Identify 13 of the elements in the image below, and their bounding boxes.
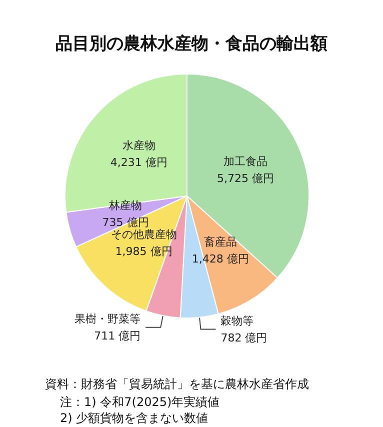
slice-label: 畜産品 [204,236,237,249]
data-label: 782 億円 [220,331,268,344]
text: 注：1) 令和7(2025)年実績値 2) 少額貨物を含まない数値 [60,395,220,425]
slice-label: 水産物 [122,138,156,152]
chart-title: 品目別の農林水産物・食品の輸出額 [56,34,328,54]
slice-label: 果樹・野菜等 [74,312,141,326]
data-label: 711 億円 [94,329,141,342]
slice-label: 加工食品 [224,155,268,168]
slice-label: 穀物等 [220,314,254,328]
data-label: 4,231 億円 [110,156,168,169]
slice-label: 林産物 [108,198,142,212]
text: 資料：財務省「貿易統計」を基に農林水産省作成 [45,377,309,391]
data-label: 5,725 億円 [217,172,274,186]
